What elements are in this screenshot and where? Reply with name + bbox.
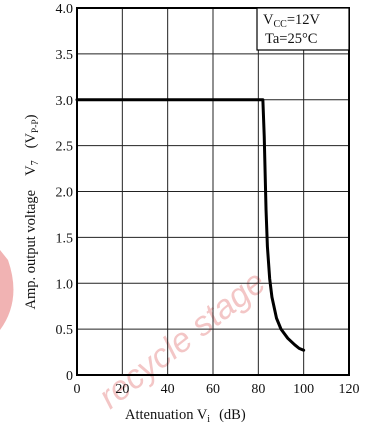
watermark-logo [0, 250, 14, 330]
x-tick-label: 60 [206, 382, 220, 397]
x-tick-labels: 0 20 40 60 80 100 120 [74, 382, 360, 397]
series-line-0 [75, 98, 306, 352]
y-tick-label: 1.0 [56, 277, 74, 292]
x-tick-label: 80 [251, 382, 265, 397]
y-tick-labels: 0 0.5 1.0 1.5 2.0 2.5 3.0 3.5 4.0 [56, 2, 74, 384]
x-tick-label: 40 [161, 382, 175, 397]
y-tick-label: 3.0 [56, 94, 74, 109]
condition-ta: Ta=25°C [265, 31, 317, 47]
y-tick-label: 0 [66, 369, 73, 384]
y-tick-label: 1.5 [56, 231, 74, 246]
y-tick-label: 3.5 [56, 48, 74, 63]
y-tick-label: 2.5 [56, 140, 74, 155]
y-tick-label: 4.0 [56, 2, 74, 17]
x-tick-label: 20 [115, 382, 129, 397]
grid [77, 8, 349, 375]
conditions-box-border [256, 7, 350, 51]
series-layer [75, 98, 306, 352]
x-tick-label: 0 [74, 382, 81, 397]
x-axis-label: Attenuation Vi (dB) [125, 407, 246, 425]
y-axis-label: Amp. output voltageV7(VP-P) [23, 114, 41, 309]
condition-vcc: VCC=12V [263, 12, 321, 30]
conditions-box: VCC=12V Ta=25°C [256, 7, 350, 51]
y-tick-label: 2.0 [56, 186, 74, 201]
y-tick-label: 0.5 [56, 323, 74, 338]
watermark: recycle stage [0, 250, 273, 416]
x-tick-label: 120 [339, 382, 360, 397]
plot-frame [76, 7, 350, 376]
x-tick-label: 100 [293, 382, 314, 397]
